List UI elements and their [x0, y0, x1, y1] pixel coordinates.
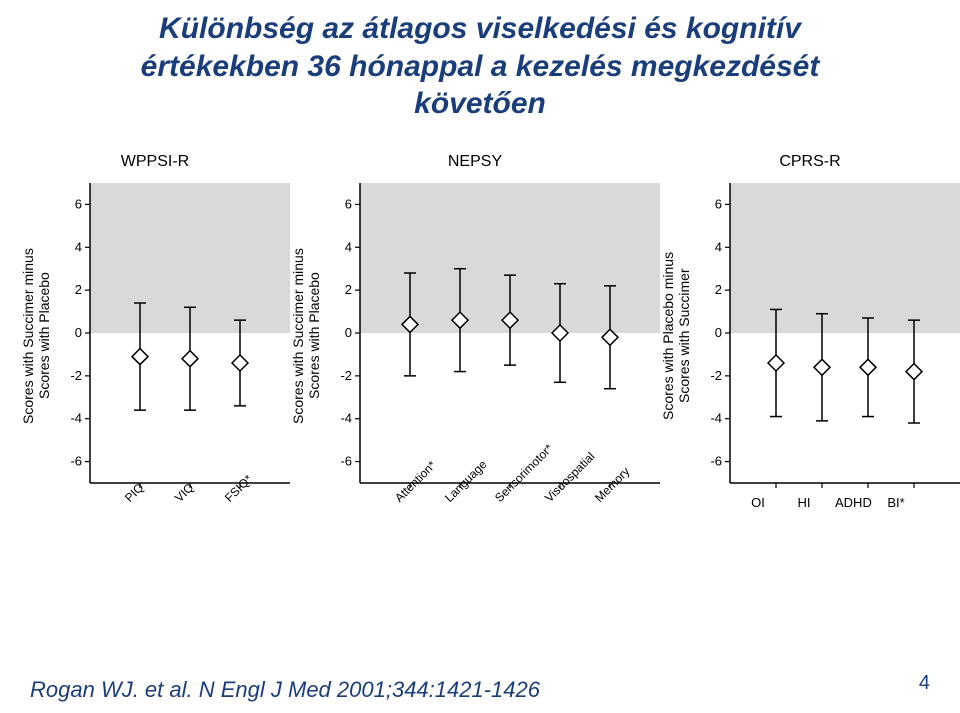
- y-tick-label: 2: [345, 282, 352, 297]
- panel-title: NEPSY: [448, 153, 502, 175]
- x-label: Memory: [592, 495, 602, 505]
- y-tick-label: 0: [345, 325, 352, 340]
- y-tick-label: 4: [715, 239, 722, 254]
- panel-1: NEPSY Scores with Succimer minus Scores w…: [290, 153, 660, 585]
- panel-0: WPPSI-R Scores with Succimer minus Scores…: [20, 153, 290, 585]
- panel-title: WPPSI-R: [121, 153, 189, 175]
- x-label: BI*: [881, 495, 911, 510]
- y-tick-label: 6: [715, 196, 722, 211]
- background-band: [730, 183, 960, 333]
- y-tick-label: 0: [75, 325, 82, 340]
- plot-row: Scores with Succimer minus Scores with P…: [290, 183, 660, 489]
- title-line-3: követően: [414, 87, 546, 120]
- plot-svg: -6 -4 -2 0 2 4 6: [56, 183, 290, 489]
- y-tick-label: 2: [75, 282, 82, 297]
- y-axis-label: Scores with Placebo minus Scores with Su…: [660, 183, 692, 489]
- data-marker: [132, 348, 148, 364]
- y-tick-label: 4: [75, 239, 82, 254]
- data-marker: [182, 350, 198, 366]
- page-number: 4: [919, 672, 930, 695]
- plot-row: Scores with Placebo minus Scores with Su…: [660, 183, 960, 489]
- plot-svg: -6 -4 -2 0 2 4 6: [326, 183, 660, 489]
- x-label: PIQ: [122, 495, 132, 505]
- y-tick-label: -2: [340, 367, 352, 382]
- y-tick-label: -6: [340, 453, 352, 468]
- panel-title: CPRS-R: [779, 153, 840, 175]
- x-labels: Attention* Language Sensorimotor* Visuospat…: [342, 495, 642, 585]
- x-label: Sensorimotor*: [492, 495, 502, 505]
- plot-row: Scores with Succimer minus Scores with P…: [20, 183, 290, 489]
- x-label: ADHD: [835, 495, 865, 510]
- y-tick-label: 6: [345, 196, 352, 211]
- y-tick-label: -6: [70, 453, 82, 468]
- y-axis-label: Scores with Succimer minus Scores with P…: [20, 183, 52, 489]
- y-tick-label: -2: [710, 367, 722, 382]
- panel-2: CPRS-R Scores with Placebo minus Scores w…: [660, 153, 960, 521]
- y-tick-label: 2: [715, 282, 722, 297]
- x-labels: PIQ VIQ FSIQ*: [72, 495, 272, 585]
- x-labels: OI HI ADHD BI*: [712, 495, 942, 521]
- x-label: OI: [743, 495, 773, 510]
- data-marker: [906, 363, 922, 379]
- data-marker: [232, 355, 248, 371]
- y-tick-label: -4: [340, 410, 352, 425]
- data-marker: [814, 359, 830, 375]
- y-tick-label: -6: [710, 453, 722, 468]
- x-label: Language: [442, 495, 452, 505]
- y-tick-label: -2: [70, 367, 82, 382]
- data-marker: [860, 359, 876, 375]
- title-line-2: értékekben 36 hónappal a kezelés megkezd…: [141, 50, 820, 83]
- x-label: Visuospatial: [542, 495, 552, 505]
- x-label: HI: [789, 495, 819, 510]
- y-tick-label: 4: [345, 239, 352, 254]
- plot-svg: -6 -4 -2 0 2 4 6: [696, 183, 960, 489]
- x-label: FSIQ*: [222, 495, 232, 505]
- y-tick-label: -4: [70, 410, 82, 425]
- charts-row: WPPSI-R Scores with Succimer minus Scores…: [20, 153, 940, 623]
- data-marker: [768, 355, 784, 371]
- y-tick-label: 6: [75, 196, 82, 211]
- y-axis-label: Scores with Succimer minus Scores with P…: [290, 183, 322, 489]
- citation-text: Rogan WJ. et al. N Engl J Med 2001;344:1…: [30, 677, 540, 703]
- y-tick-label: 0: [715, 325, 722, 340]
- y-tick-label: -4: [710, 410, 722, 425]
- page-title: Különbség az átlagos viselkedési és kogn…: [0, 0, 960, 123]
- x-label: VIQ: [172, 495, 182, 505]
- x-label: Attention*: [392, 495, 402, 505]
- title-line-1: Különbség az átlagos viselkedési és kogn…: [159, 12, 801, 45]
